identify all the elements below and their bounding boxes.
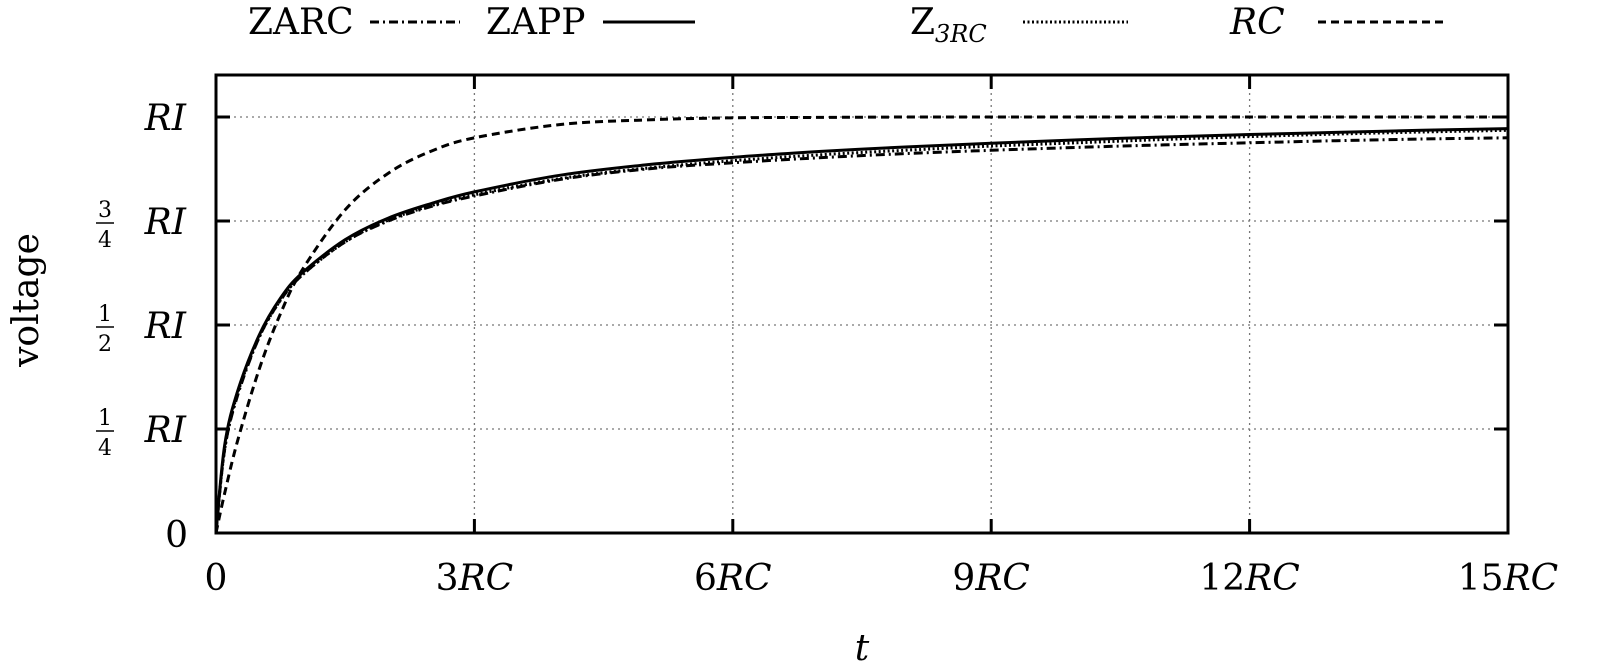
series-rc-line [214, 115, 1508, 534]
y-tick-three-quarters: 3 4 RI [96, 198, 187, 253]
tick-marks [216, 75, 1508, 533]
x-axis-title: t [855, 628, 870, 669]
x-tick-9rc: 9RC [952, 558, 1030, 599]
series-zarc-line [214, 136, 1509, 534]
y-axis-tick-labels: 0 1 4 RI 1 2 RI 3 4 RI RI [96, 98, 188, 556]
legend-item-rc: RC [1229, 2, 1448, 43]
legend-label-z3rc-subscript: 3RC [935, 20, 987, 48]
x-axis-tick-labels: 0 3RC 6RC 9RC 12RC 15RC [205, 558, 1559, 599]
plot-frame [214, 73, 1510, 535]
svg-text:4: 4 [98, 228, 112, 253]
svg-text:4: 4 [98, 436, 112, 461]
series-z3rc-line [214, 128, 1509, 534]
legend-item-zapp: ZAPP [486, 2, 695, 43]
y-tick-ri: RI [144, 98, 187, 139]
series-zapp-line [214, 127, 1509, 534]
svg-text:1: 1 [98, 302, 112, 327]
svg-text:RI: RI [144, 410, 187, 451]
svg-text:2: 2 [98, 332, 112, 357]
legend-label-zapp: ZAPP [486, 2, 585, 43]
legend: ZARC ZAPP Z3RC RC [248, 2, 1448, 48]
svg-text:RI: RI [144, 202, 187, 243]
x-tick-15rc: 15RC [1458, 558, 1558, 599]
legend-label-z3rc: Z [910, 2, 935, 43]
legend-item-zarc: ZARC [248, 2, 460, 43]
grid [216, 75, 1508, 533]
y-tick-quarter: 1 4 RI [96, 406, 187, 461]
plot-series [214, 115, 1509, 534]
legend-label-rc: RC [1229, 2, 1285, 43]
svg-text:Z3RC: Z3RC [910, 2, 987, 48]
svg-text:1: 1 [98, 406, 112, 431]
x-tick-6rc: 6RC [694, 558, 772, 599]
y-tick-0: 0 [165, 515, 188, 556]
svg-text:RI: RI [144, 306, 187, 347]
svg-text:3: 3 [98, 198, 112, 223]
y-tick-half: 1 2 RI [96, 302, 187, 357]
x-tick-0: 0 [205, 558, 228, 599]
x-tick-12rc: 12RC [1199, 558, 1299, 599]
legend-label-zarc: ZARC [248, 2, 354, 43]
y-axis-title: voltage [6, 233, 47, 368]
x-tick-3rc: 3RC [436, 558, 514, 599]
legend-item-z3rc: Z3RC [910, 2, 1128, 48]
